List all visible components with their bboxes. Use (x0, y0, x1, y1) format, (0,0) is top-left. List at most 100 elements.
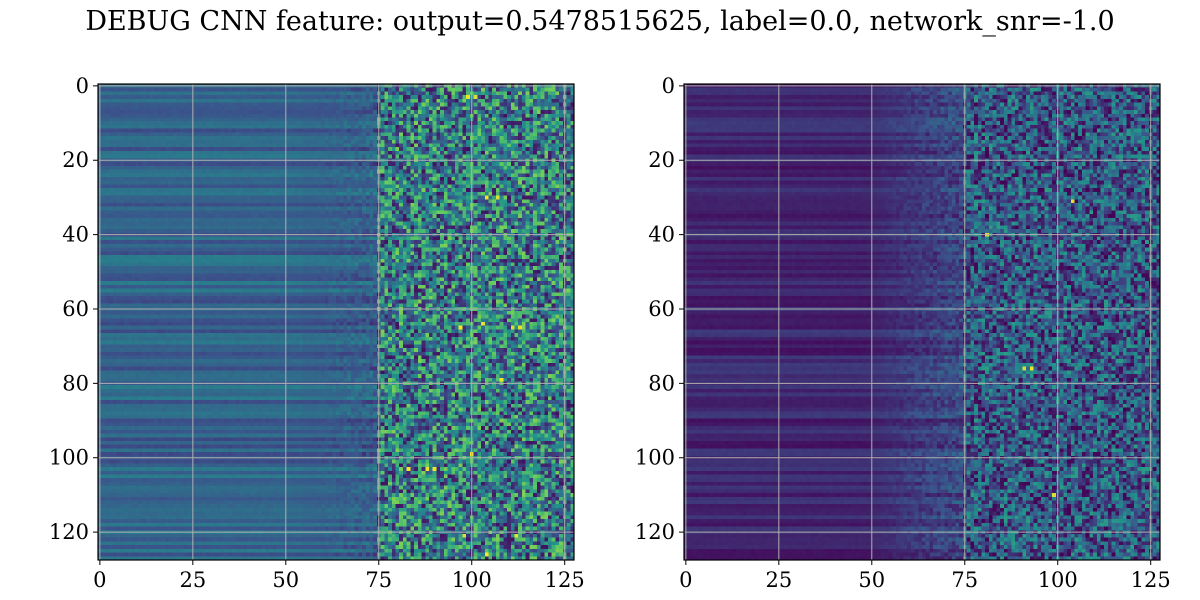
heatmap-cell (373, 176, 378, 181)
heatmap-cell (131, 176, 136, 181)
heatmap-cell (521, 221, 526, 226)
heatmap-cell (105, 162, 110, 167)
heatmap-cell (399, 165, 404, 170)
heatmap-cell (503, 132, 508, 137)
heatmap-cell (202, 206, 207, 211)
heatmap-cell (317, 106, 322, 111)
heatmap-cell (458, 199, 463, 204)
heatmap-cell (399, 102, 404, 107)
heatmap-cell (503, 210, 508, 215)
heatmap-cell (135, 95, 140, 100)
heatmap-cell (488, 139, 493, 144)
heatmap-cell (507, 221, 512, 226)
heatmap-cell (436, 173, 441, 178)
heatmap-cell (101, 214, 106, 219)
heatmap-cell (161, 173, 166, 178)
heatmap-cell (127, 106, 132, 111)
heatmap-cell (243, 136, 247, 141)
heatmap-cell (414, 188, 419, 193)
heatmap-cell (473, 87, 478, 92)
heatmap-cell (466, 206, 471, 211)
heatmap-cell (276, 225, 281, 230)
heatmap-cell (399, 110, 404, 114)
heatmap-cell (198, 143, 203, 148)
heatmap-cell (466, 191, 471, 196)
heatmap-cell (410, 210, 415, 215)
heatmap-cell (269, 136, 274, 141)
heatmap-cell (202, 106, 207, 111)
heatmap-cell (443, 225, 448, 230)
heatmap-cell (436, 217, 441, 222)
heatmap-cell (521, 150, 526, 155)
heatmap-cell (153, 132, 158, 137)
heatmap-cell (213, 203, 218, 207)
heatmap-cell (287, 150, 292, 155)
heatmap-cell (406, 210, 411, 215)
heatmap-cell (135, 87, 140, 92)
heatmap-cell (518, 139, 523, 144)
heatmap-cell (109, 195, 114, 200)
heatmap-cell (228, 113, 233, 118)
heatmap-cell (495, 214, 500, 219)
heatmap-cell (347, 195, 352, 200)
heatmap-cell (164, 121, 169, 126)
heatmap-cell (112, 121, 117, 126)
heatmap-cell (425, 195, 430, 200)
heatmap-cell (473, 128, 478, 133)
heatmap-cell (202, 210, 207, 215)
heatmap-cell (559, 128, 564, 133)
heatmap-cell (428, 162, 433, 167)
heatmap-cell (421, 221, 426, 226)
heatmap-cell (120, 143, 125, 148)
heatmap-cell (231, 102, 236, 107)
heatmap-cell (536, 150, 541, 155)
heatmap-cell (566, 121, 571, 126)
heatmap-cell (243, 143, 247, 148)
heatmap-cell (432, 184, 437, 189)
heatmap-cell (343, 95, 348, 100)
heatmap-cell (555, 106, 560, 111)
heatmap-cell (570, 154, 575, 159)
heatmap-cell (414, 102, 419, 107)
heatmap-cell (157, 199, 162, 204)
heatmap-cell (176, 87, 181, 92)
heatmap-cell (228, 117, 233, 122)
heatmap-cell (198, 217, 203, 222)
heatmap-cell (559, 162, 564, 167)
heatmap-cell (384, 199, 389, 204)
heatmap-cell (503, 121, 508, 126)
heatmap-cell (287, 110, 292, 114)
heatmap-cell (510, 203, 515, 207)
heatmap-cell (443, 184, 448, 189)
heatmap-cell (362, 117, 366, 122)
heatmap-cell (295, 91, 300, 96)
heatmap-cell (116, 106, 121, 111)
heatmap-cell (313, 188, 318, 193)
heatmap-cell (127, 128, 132, 133)
heatmap-cell (109, 106, 114, 111)
heatmap-cell (146, 225, 151, 230)
heatmap-cell (443, 214, 448, 219)
heatmap-cell (313, 206, 318, 211)
heatmap-cell (153, 214, 158, 219)
heatmap-cell (495, 91, 500, 96)
heatmap-cell (135, 206, 140, 211)
heatmap-cell (432, 206, 437, 211)
heatmap-cell (428, 173, 433, 178)
heatmap-cell (246, 117, 251, 122)
heatmap-cell (507, 147, 512, 152)
heatmap-cell (343, 184, 348, 189)
heatmap-cell (298, 199, 303, 204)
heatmap-cell (503, 217, 508, 222)
heatmap-cell (499, 128, 504, 133)
heatmap-cell (551, 225, 556, 230)
heatmap-cell (127, 139, 132, 144)
heatmap-cell (462, 210, 467, 215)
heatmap-cell (246, 128, 251, 133)
heatmap-cell (321, 110, 326, 114)
heatmap-cell (112, 132, 117, 137)
heatmap-cell (313, 87, 318, 92)
heatmap-cell (205, 102, 210, 107)
heatmap-cell (540, 225, 545, 230)
heatmap-cell (391, 214, 396, 219)
